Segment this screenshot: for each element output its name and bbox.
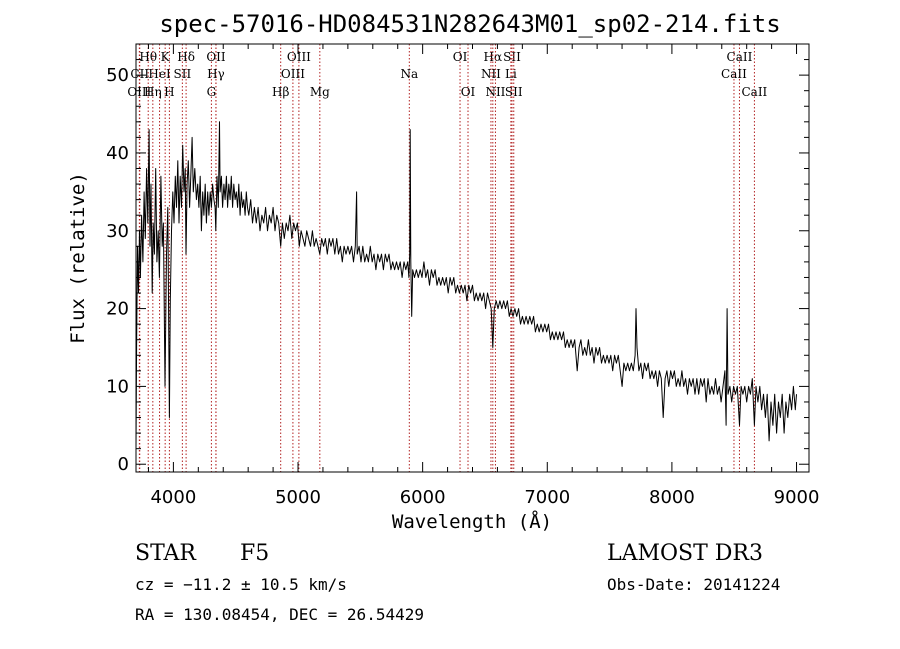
y-tick-label: 10 [106, 376, 129, 397]
x-tick-label: 5000 [275, 487, 321, 508]
spectral-line-label: CII [130, 67, 149, 81]
spectral-line-label: CaII [721, 67, 747, 81]
x-tick-label: 4000 [150, 487, 196, 508]
spectral-line-label: G [207, 85, 217, 99]
spectral-line-label: OIII [127, 85, 151, 99]
spectral-line-label: OII [206, 50, 226, 64]
coordinates: RA = 130.08454, DEC = 26.54429 [135, 605, 424, 624]
y-tick-label: 0 [118, 454, 129, 475]
spectral-line-label: OIII [287, 50, 311, 64]
redshift-text: cz = −11.2 ± 10.5 km/s [135, 575, 347, 594]
plot-frame [135, 43, 810, 473]
y-tick-label: 40 [106, 143, 129, 164]
spectral-line-label: NII [481, 67, 501, 81]
spectral-line-label: Hδ [177, 50, 195, 64]
x-tick-label: 9000 [774, 487, 820, 508]
spectral-line-label: H [164, 85, 174, 99]
x-axis-label: Wavelength (Å) [392, 510, 552, 533]
spectral-line-markers: HθCIIOIIIHeIHηKHSIIHδGOIIHγHβOIIIOIIIMgN… [127, 44, 768, 472]
x-tick-label: 6000 [400, 487, 446, 508]
spectrum-series [135, 121, 797, 449]
y-tick-label: 20 [106, 299, 129, 320]
spectral-line-label: Mg [310, 85, 330, 99]
spectral-line-label: Hα [484, 50, 503, 64]
spectral-line-label: Li [505, 67, 517, 81]
x-tick-label: 7000 [524, 487, 570, 508]
object-subclass: F5 [240, 541, 269, 566]
spectral-line-label: Na [400, 67, 418, 81]
x-axis: 4000 5000 6000 7000 8000 9000 [147, 44, 820, 508]
spectral-line-label: OI [461, 85, 476, 99]
y-tick-label: 30 [106, 221, 129, 242]
spectral-line-label: SII [505, 85, 523, 99]
object-class: STAR [135, 541, 197, 566]
spectral-line-label: Hβ [272, 85, 289, 99]
spectral-line-label: OI [453, 50, 468, 64]
survey-name: LAMOST DR3 [607, 541, 763, 566]
spectral-line-label: K [161, 50, 171, 64]
spectral-line-label: HeI [148, 67, 171, 81]
spectral-line-label: CaII [727, 50, 753, 64]
x-tick-label: 8000 [649, 487, 695, 508]
spectral-line-label: SII [174, 67, 192, 81]
spectrum-line [135, 121, 797, 449]
spectral-line-label: SII [503, 50, 521, 64]
y-axis: 0 10 20 30 40 50 [106, 59, 809, 475]
y-axis-label: Flux (relative) [67, 172, 89, 344]
y-tick-label: 50 [106, 65, 129, 86]
spectral-line-label: CaII [741, 85, 767, 99]
spectral-line-label: NII [485, 85, 505, 99]
obs-date: Obs-Date: 20141224 [607, 575, 780, 594]
spectral-line-label: OIII [281, 67, 305, 81]
spectral-line-label: Hγ [207, 67, 225, 81]
chart-title: spec-57016-HD084531N282643M01_sp02-214.f… [159, 10, 780, 38]
spectral-line-label: Hθ [139, 50, 157, 64]
spectral-line-label: Hη [144, 85, 162, 99]
